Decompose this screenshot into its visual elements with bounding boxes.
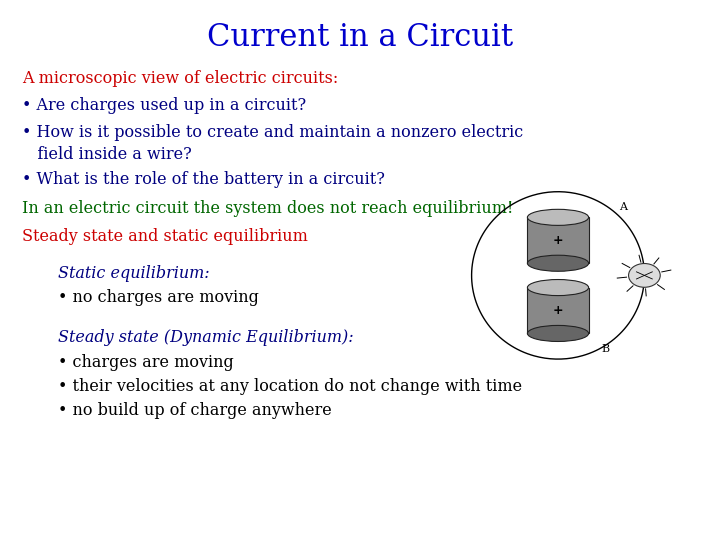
- Text: • no build up of charge anywhere: • no build up of charge anywhere: [58, 402, 331, 419]
- Text: A microscopic view of electric circuits:: A microscopic view of electric circuits:: [22, 70, 338, 87]
- Text: • charges are moving: • charges are moving: [58, 354, 233, 370]
- Text: In an electric circuit the system does not reach equilibrium!: In an electric circuit the system does n…: [22, 200, 513, 217]
- Text: +: +: [553, 304, 563, 317]
- Text: Steady state and static equilibrium: Steady state and static equilibrium: [22, 228, 307, 245]
- Text: B: B: [601, 344, 610, 354]
- Ellipse shape: [527, 210, 589, 225]
- Ellipse shape: [527, 326, 589, 341]
- Text: Current in a Circuit: Current in a Circuit: [207, 22, 513, 52]
- Text: Steady state (Dynamic Equilibrium):: Steady state (Dynamic Equilibrium):: [58, 329, 354, 346]
- FancyBboxPatch shape: [527, 287, 589, 333]
- Ellipse shape: [527, 255, 589, 271]
- Text: • Are charges used up in a circuit?: • Are charges used up in a circuit?: [22, 97, 306, 114]
- Ellipse shape: [527, 280, 589, 295]
- FancyBboxPatch shape: [527, 217, 589, 263]
- Text: • What is the role of the battery in a circuit?: • What is the role of the battery in a c…: [22, 171, 384, 188]
- Circle shape: [629, 264, 660, 287]
- Text: +: +: [553, 234, 563, 247]
- Text: field inside a wire?: field inside a wire?: [22, 146, 192, 163]
- Text: Static equilibrium:: Static equilibrium:: [58, 265, 210, 281]
- Text: • no charges are moving: • no charges are moving: [58, 289, 258, 306]
- Text: • How is it possible to create and maintain a nonzero electric: • How is it possible to create and maint…: [22, 124, 523, 141]
- Text: • their velocities at any location do not change with time: • their velocities at any location do no…: [58, 378, 522, 395]
- Text: A: A: [618, 202, 627, 212]
